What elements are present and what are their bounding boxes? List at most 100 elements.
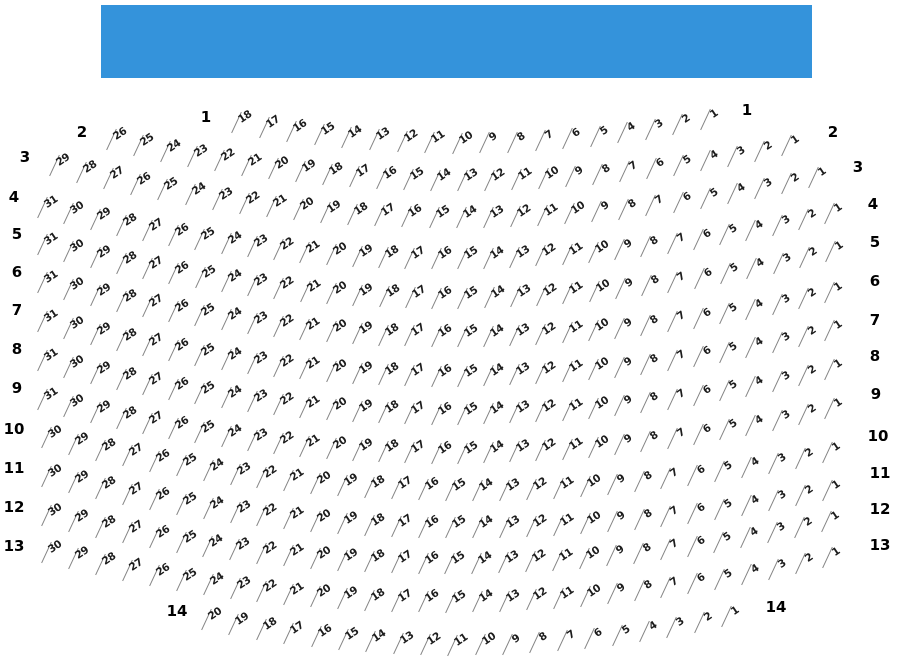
seat-number: 3 xyxy=(779,291,792,306)
seat-number: 16 xyxy=(406,202,425,221)
seat-number: 12 xyxy=(530,512,549,530)
seat-number: 1 xyxy=(831,357,845,371)
seat-number: 31 xyxy=(41,193,61,211)
seat-number: 27 xyxy=(147,254,166,272)
seat-number: 4 xyxy=(753,335,766,349)
seat-number: 19 xyxy=(341,545,360,564)
seat-number: 29 xyxy=(72,544,91,563)
seat-number: 15 xyxy=(461,244,480,262)
seat-number: 16 xyxy=(422,512,442,531)
seat-number: 7 xyxy=(667,537,680,552)
seat-number: 19 xyxy=(356,241,375,260)
seat-number: 16 xyxy=(435,399,454,418)
seat-number: 2 xyxy=(806,245,819,260)
seat-number: 4 xyxy=(625,120,638,135)
seat-number: 17 xyxy=(409,283,428,301)
seat-number: 21 xyxy=(304,392,323,411)
seat-number: 25 xyxy=(180,489,199,508)
seat-number: 29 xyxy=(94,398,113,416)
seat-number: 9 xyxy=(622,276,636,291)
seat-number: 6 xyxy=(700,421,713,436)
seat-number: 7 xyxy=(653,193,666,208)
row-label-9-left: 9 xyxy=(11,379,23,397)
seat-number: 27 xyxy=(146,331,165,350)
seat-number: 22 xyxy=(243,188,262,207)
seat-number: 4 xyxy=(753,217,766,232)
seat-number: 14 xyxy=(487,399,507,417)
seat-number: 28 xyxy=(120,326,139,344)
seat-number: 29 xyxy=(72,468,91,487)
seat-number: 24 xyxy=(225,267,244,286)
seat-number: 27 xyxy=(146,292,165,310)
seat-number: 29 xyxy=(53,151,73,169)
seat-number: 20 xyxy=(330,356,349,375)
seat-number: 23 xyxy=(251,309,270,327)
seat-number: 23 xyxy=(234,459,253,478)
seat-number: 8 xyxy=(648,351,661,366)
seat-number: 8 xyxy=(648,312,661,327)
seat-number: 24 xyxy=(207,494,226,512)
seat-number: 2 xyxy=(680,112,693,126)
seat-number: 8 xyxy=(648,234,661,248)
row-label-9-right: 9 xyxy=(870,385,882,403)
seat-number: 9 xyxy=(487,130,500,145)
seat-number: 13 xyxy=(503,586,522,605)
seat-number: 5 xyxy=(727,261,741,276)
seat-number: 26 xyxy=(153,446,172,465)
seat-number: 20 xyxy=(205,605,225,623)
seat-number: 28 xyxy=(81,158,100,176)
seat-number: 24 xyxy=(164,136,184,155)
seat-number: 25 xyxy=(180,527,199,546)
seat-number: 17 xyxy=(396,512,415,530)
seat-number: 9 xyxy=(614,509,627,524)
seat-number: 25 xyxy=(199,418,218,436)
seat-number: 15 xyxy=(318,120,337,139)
seat-number: 30 xyxy=(45,538,65,556)
seat-number: 29 xyxy=(94,205,113,224)
row-label-14-left: 14 xyxy=(166,602,188,620)
seat-number: 7 xyxy=(674,425,687,440)
seat-number: 14 xyxy=(476,513,495,532)
seat-number: 3 xyxy=(779,368,792,383)
seat-number: 16 xyxy=(435,322,454,340)
row-label-6-left: 6 xyxy=(11,263,23,281)
seat-number: 1 xyxy=(707,107,721,121)
seat-number: 17 xyxy=(409,321,428,340)
seat-number: 26 xyxy=(135,170,154,188)
seat-number: 4 xyxy=(734,181,747,196)
seat-number: 8 xyxy=(514,129,528,144)
seat-number: 21 xyxy=(304,237,323,256)
seat-number: 25 xyxy=(199,263,218,282)
seat-number: 27 xyxy=(126,518,145,537)
seat-number: 23 xyxy=(251,348,270,367)
seat-number: 22 xyxy=(261,577,280,595)
seat-number: 13 xyxy=(503,548,522,566)
seat-number: 17 xyxy=(396,586,415,605)
seat-number: 3 xyxy=(775,450,789,465)
seat-number: 28 xyxy=(120,248,139,267)
seat-number: 3 xyxy=(780,251,793,265)
seat-number: 21 xyxy=(288,466,307,484)
seat-number: 25 xyxy=(199,341,218,359)
seat-number: 11 xyxy=(557,583,576,602)
seat-number: 24 xyxy=(225,383,244,401)
seat-number: 20 xyxy=(330,317,349,335)
seat-number: 30 xyxy=(68,236,87,255)
seat-number: 3 xyxy=(652,116,665,131)
seat-number: 10 xyxy=(583,543,602,562)
seat-number: 11 xyxy=(452,630,471,649)
seat-number: 8 xyxy=(599,162,613,176)
row-label-2-right: 2 xyxy=(827,123,839,141)
seat-number: 23 xyxy=(251,425,270,444)
seat-number: 19 xyxy=(233,610,252,628)
seat-number: 15 xyxy=(461,399,480,418)
seat-number: 9 xyxy=(621,393,635,407)
seat-number: 16 xyxy=(422,475,442,493)
seat-number: 19 xyxy=(356,396,375,415)
seat-number: 16 xyxy=(380,164,400,182)
seat-number: 15 xyxy=(407,165,427,183)
seat-number: 23 xyxy=(234,573,253,592)
seat-number: 12 xyxy=(541,281,560,299)
seat-number: 20 xyxy=(330,240,349,258)
seat-number: 9 xyxy=(509,631,523,646)
